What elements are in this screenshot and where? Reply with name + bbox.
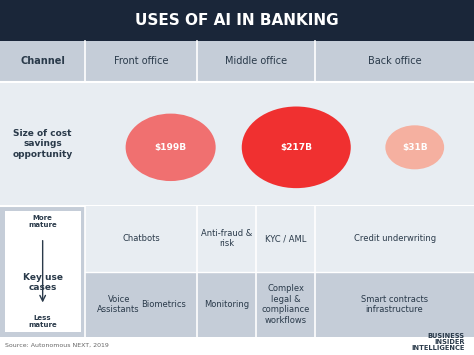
Text: Back office: Back office [368, 56, 421, 66]
Text: Biometrics: Biometrics [141, 300, 186, 309]
Text: Smart contracts
infrastructure: Smart contracts infrastructure [361, 295, 428, 314]
FancyBboxPatch shape [0, 41, 474, 82]
Text: Monitoring: Monitoring [204, 300, 249, 309]
Text: BUSINESS: BUSINESS [428, 333, 465, 339]
Text: Anti-fraud &
risk: Anti-fraud & risk [201, 229, 252, 248]
Text: Complex
legal &
compliance
workflows: Complex legal & compliance workflows [261, 284, 310, 324]
Text: $199B: $199B [155, 143, 187, 152]
Text: Size of cost
savings
opportunity: Size of cost savings opportunity [12, 129, 73, 159]
Text: $31B: $31B [402, 143, 428, 152]
Circle shape [385, 125, 444, 169]
Text: More
mature: More mature [28, 215, 57, 228]
Text: USES OF AI IN BANKING: USES OF AI IN BANKING [135, 13, 339, 28]
Text: Middle office: Middle office [225, 56, 287, 66]
Text: INTELLIGENCE: INTELLIGENCE [411, 345, 465, 351]
Text: Source: Autonomous NEXT, 2019: Source: Autonomous NEXT, 2019 [5, 343, 109, 348]
Text: Chatbots: Chatbots [122, 234, 160, 243]
Text: Front office: Front office [114, 56, 168, 66]
FancyBboxPatch shape [5, 211, 81, 332]
FancyBboxPatch shape [0, 206, 474, 337]
Text: Key use
cases: Key use cases [23, 273, 63, 292]
Text: $217B: $217B [280, 143, 312, 152]
FancyBboxPatch shape [0, 82, 474, 206]
FancyBboxPatch shape [0, 0, 474, 41]
Text: Credit underwriting: Credit underwriting [354, 234, 436, 243]
Circle shape [126, 114, 216, 181]
Circle shape [242, 106, 351, 188]
Text: INSIDER: INSIDER [434, 339, 465, 345]
Text: Less
mature: Less mature [28, 315, 57, 328]
Text: Channel: Channel [20, 56, 65, 66]
Text: KYC / AML: KYC / AML [265, 234, 306, 243]
FancyBboxPatch shape [85, 206, 474, 272]
Text: Voice
Assistants: Voice Assistants [98, 295, 140, 314]
